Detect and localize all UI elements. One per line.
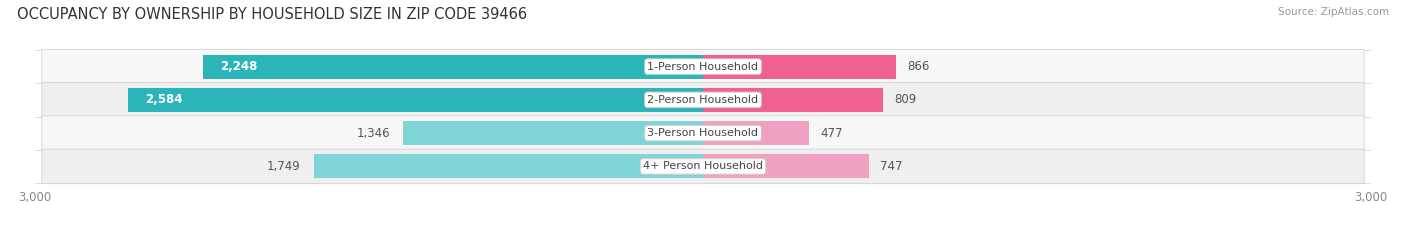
Text: Source: ZipAtlas.com: Source: ZipAtlas.com — [1278, 7, 1389, 17]
Text: 809: 809 — [894, 93, 917, 106]
Bar — [202, 55, 703, 79]
FancyBboxPatch shape — [42, 149, 1364, 184]
Text: 1,346: 1,346 — [356, 127, 389, 140]
FancyBboxPatch shape — [42, 49, 1364, 84]
Text: 477: 477 — [820, 127, 842, 140]
Text: 3-Person Household: 3-Person Household — [648, 128, 758, 138]
Bar — [404, 121, 703, 145]
Bar — [703, 121, 810, 145]
Bar — [703, 154, 869, 178]
Bar — [703, 55, 896, 79]
Bar — [703, 88, 883, 112]
Bar — [128, 88, 703, 112]
FancyBboxPatch shape — [42, 82, 1364, 117]
Text: 4+ Person Household: 4+ Person Household — [643, 161, 763, 171]
Text: 2,248: 2,248 — [221, 60, 257, 73]
Text: 866: 866 — [907, 60, 929, 73]
Text: 2-Person Household: 2-Person Household — [647, 95, 759, 105]
Text: OCCUPANCY BY OWNERSHIP BY HOUSEHOLD SIZE IN ZIP CODE 39466: OCCUPANCY BY OWNERSHIP BY HOUSEHOLD SIZE… — [17, 7, 527, 22]
Text: 2,584: 2,584 — [146, 93, 183, 106]
Text: 1,749: 1,749 — [267, 160, 301, 173]
Bar — [314, 154, 703, 178]
Text: 1-Person Household: 1-Person Household — [648, 62, 758, 72]
FancyBboxPatch shape — [42, 116, 1364, 151]
Text: 747: 747 — [880, 160, 903, 173]
